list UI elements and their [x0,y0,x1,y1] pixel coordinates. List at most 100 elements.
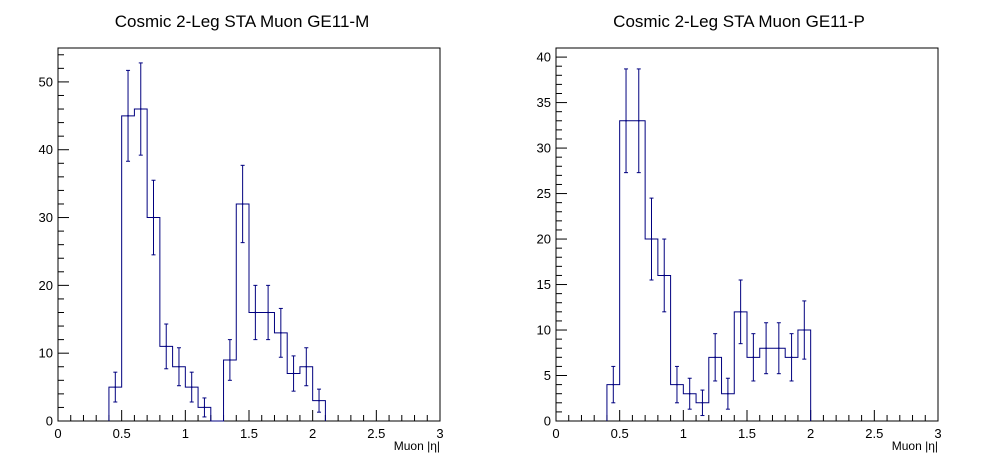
histogram-bin [126,69,131,162]
histogram-bin [700,389,705,417]
y-tick-label: 15 [537,277,551,292]
histogram-bin [253,284,258,341]
bin-center-marker [777,347,780,350]
histogram-bin [776,322,781,375]
y-tick-label: 20 [537,232,551,247]
histogram-bin [662,238,667,313]
bin-center-marker [152,216,155,219]
x-tick-label: 1.5 [240,426,258,441]
bin-center-marker [739,310,742,313]
histogram-bin [266,284,271,341]
x-tick-label: 0.5 [113,426,131,441]
y-tick-label: 20 [39,278,53,293]
y-tick-label: 40 [537,50,551,65]
y-tick-label: 25 [537,186,551,201]
x-tick-label: 2.5 [367,426,385,441]
x-tick-label: 3 [934,426,941,441]
bin-center-marker [790,356,793,359]
histogram-bin [317,388,322,413]
x-tick-label: 1.5 [738,426,756,441]
bin-center-marker [803,329,806,331]
plot-frame [555,47,939,422]
histogram-bin [802,300,807,360]
x-tick-label: 1 [680,426,687,441]
chart-title: Cosmic 2-Leg STA Muon GE11-P [613,12,865,31]
chart-title: Cosmic 2-Leg STA Muon GE11-M [115,12,369,31]
x-tick-label: 0 [552,426,559,441]
histogram-bin [687,377,692,410]
x-axis-label: Muon |η| [892,439,938,453]
histogram-bin [764,322,769,375]
y-tick-label: 30 [39,210,53,225]
bin-center-marker [114,386,117,388]
bin-center-marker [650,238,653,240]
histogram-bin [176,347,181,387]
bin-center-marker [203,406,206,409]
histogram-bin [304,347,309,387]
x-tick-label: 2 [309,426,316,441]
histogram-bin [674,365,679,404]
x-tick-label: 0 [54,426,61,441]
y-tick-label: 5 [544,368,551,383]
bin-center-marker [279,331,282,334]
histogram-panel-1: Cosmic 2-Leg STA Muon GE11-M 0 0.5 1 1.5 2 2.5… [39,12,444,453]
bin-center-marker [139,108,142,110]
x-tick-label: 3 [436,426,443,441]
histogram-bin [649,197,654,281]
x-tick-label: 0.5 [611,426,629,441]
x-axis-label: Muon |η| [394,439,440,453]
histogram-bin [164,323,169,370]
histogram-panel-2: Cosmic 2-Leg STA Muon GE11-P 0 0.5 1 1.5 2 2.5… [537,12,942,453]
bin-center-marker [241,203,244,205]
histogram-bin [189,371,194,403]
histogram-bin [240,164,245,244]
y-tick-label: 35 [537,95,551,110]
histogram-bin [291,355,296,392]
bin-center-marker [165,345,168,348]
y-tick-label: 40 [39,142,53,157]
bin-center-marker [688,392,691,395]
histogram-bin [713,333,718,382]
histogram-bin [278,307,283,358]
x-tick-label: 2.5 [865,426,883,441]
y-tick-label: 0 [544,414,551,429]
bin-center-marker [727,392,729,395]
bin-center-marker [752,356,755,359]
bin-center-marker [318,399,320,402]
bin-center-marker [254,311,257,314]
y-tick-label: 50 [39,74,53,89]
bin-center-marker [625,119,627,122]
histogram-bin [738,279,743,345]
histogram-bin [138,62,143,156]
bin-center-marker [305,365,308,368]
bin-center-marker [663,274,666,277]
bin-center-marker [612,383,615,386]
x-tick-label: 1 [182,426,189,441]
histogram-bin [751,333,756,382]
bin-center-marker [701,401,704,404]
x-tick-label: 2 [807,426,814,441]
y-tick-label: 0 [46,414,53,429]
y-tick-label: 10 [39,346,53,361]
bin-center-marker [178,365,180,368]
bin-center-marker [676,383,678,386]
bin-center-marker [765,347,767,350]
histogram-bin [624,68,629,174]
histogram-bin [611,365,616,404]
bin-center-marker [267,311,269,314]
bin-center-marker [637,119,640,122]
y-tick-label: 10 [537,323,551,338]
histogram-bin [113,371,118,403]
histogram-bin [789,333,794,382]
histogram-bin [151,179,156,256]
histogram-bin [725,377,730,410]
y-tick-label: 30 [537,141,551,156]
bin-center-marker [292,372,295,375]
histogram-outline [108,108,326,422]
histogram-bin [636,68,641,174]
bin-center-marker [190,386,193,388]
histogram-bin [227,339,232,381]
bin-center-marker [229,359,231,361]
histogram-outline [606,120,812,421]
